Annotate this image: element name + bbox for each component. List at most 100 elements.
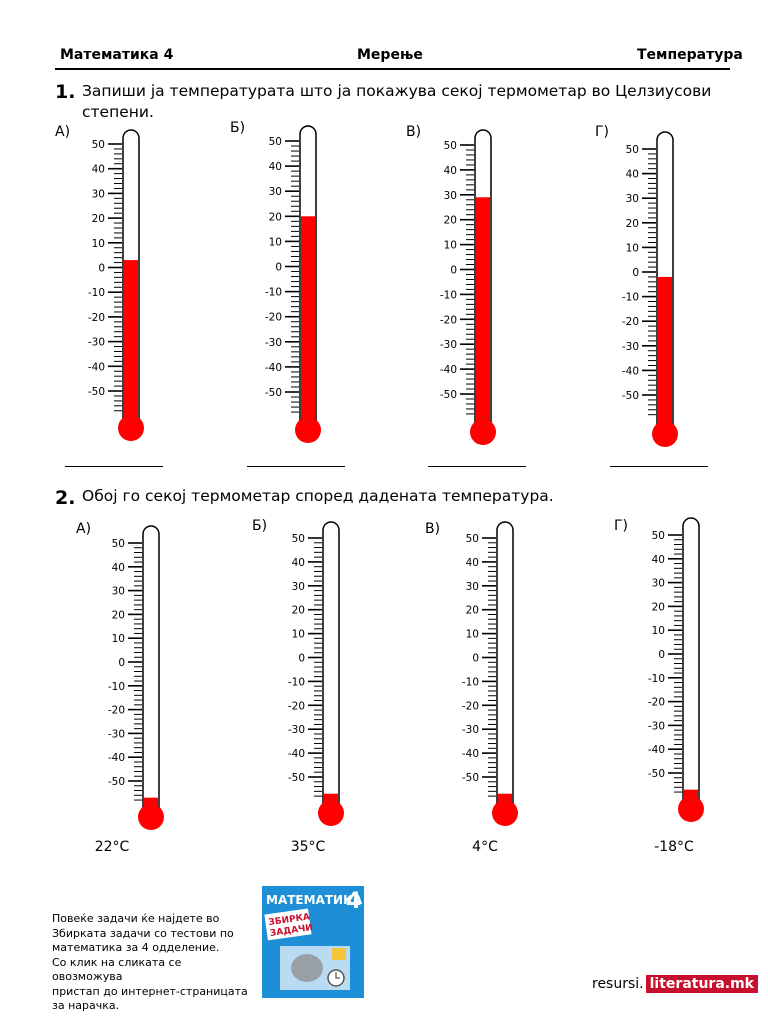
scale-label: -50 [288, 772, 305, 784]
scale-label: -20 [440, 314, 457, 326]
header-topic: Мерење [357, 47, 423, 63]
target-temp-g: -18°C [654, 839, 694, 855]
scale-label: -20 [108, 705, 125, 717]
answer-line-b[interactable] [247, 466, 345, 467]
brand-logo[interactable]: resursi. literatura.mk [592, 975, 758, 993]
scale-label: 20 [444, 215, 457, 227]
footer-line: Повеќе задачи ќе најдете во [52, 912, 220, 925]
thermometer-bulb [652, 421, 678, 447]
scale-label: 30 [444, 190, 457, 202]
task1-label-a: А) [55, 124, 71, 140]
mercury-column [124, 260, 138, 428]
scale-label: 0 [275, 262, 282, 274]
scale-label: -30 [440, 339, 457, 351]
scale-label: 30 [269, 186, 282, 198]
task1-text-line2: степени. [82, 103, 154, 121]
scale-label: -30 [648, 720, 665, 732]
thermometer-2d[interactable]: 50 40 30 20 10 0 -10 -20 -30 -40 -50 [638, 516, 728, 826]
thermometer-bulb [118, 415, 144, 441]
scale-label: 20 [626, 218, 639, 230]
scale-label: 0 [98, 263, 105, 275]
footer-promo-text: Повеќе задачи ќе најдете во Збирката зад… [52, 912, 252, 1014]
scale-label: 0 [472, 653, 479, 665]
book-cover-link[interactable]: МАТЕМАТИКА 4 ЗБИРКА ЗАДАЧИ [262, 880, 364, 998]
task1-number: 1. [55, 81, 76, 103]
scale-label: 10 [292, 629, 305, 641]
scale-label: 20 [92, 213, 105, 225]
scale-label: 30 [112, 586, 125, 598]
thermometer-1b: 50 40 30 20 10 0 -10 -20 -30 -40 -50 [265, 125, 321, 443]
scale-label: -50 [108, 776, 125, 788]
scale-label: 10 [92, 238, 105, 250]
task2-label-g: Г) [614, 518, 628, 534]
target-temp-v: 4°C [472, 839, 498, 855]
task2-label-b: Б) [252, 518, 268, 534]
answer-line-g[interactable] [610, 466, 708, 467]
thermometer-1d: 50 40 30 20 10 0 -10 -20 -30 -40 -50 [622, 131, 678, 447]
scale-label: -10 [622, 292, 639, 304]
scale-label: -20 [622, 316, 639, 328]
scale-label: 50 [444, 140, 457, 152]
scale-label: 10 [626, 242, 639, 254]
scale-label: 40 [466, 557, 479, 569]
scale-label: -30 [88, 337, 105, 349]
thermometer-bulb [138, 804, 164, 830]
mercury-column [301, 216, 315, 430]
scale-label: -50 [88, 386, 105, 398]
thermometer-1c: 50 40 30 20 10 0 -10 -20 -30 -40 -50 [440, 129, 496, 445]
scale-label: -20 [648, 697, 665, 709]
task2-number: 2. [55, 487, 76, 509]
scale-label: 20 [292, 605, 305, 617]
task2-label-a: А) [76, 521, 92, 537]
scale-label: -40 [108, 752, 125, 764]
scale-label: -10 [648, 673, 665, 685]
thermometer-2b[interactable]: 50 40 30 20 10 0 -10 -20 -30 -40 -50 [278, 520, 368, 830]
footer-line: за нарачка. [52, 999, 120, 1012]
scale-label: 40 [292, 557, 305, 569]
scale-label: 40 [444, 165, 457, 177]
scale-label: 50 [92, 139, 105, 151]
scale-label: -30 [108, 728, 125, 740]
scale-label: 10 [112, 633, 125, 645]
scale-label: 10 [444, 240, 457, 252]
thermometer-1a: 50 40 30 20 10 0 -10 -20 -30 -40 -50 [88, 129, 144, 441]
scale-label: -30 [265, 337, 282, 349]
scale-label: 0 [118, 657, 125, 669]
thermometer-2a[interactable]: 50 40 30 20 10 0 -10 -20 -30 -40 -50 [98, 524, 188, 834]
scale-label: 50 [466, 533, 479, 545]
task1-label-v: В) [406, 124, 422, 140]
task1-label-b: Б) [230, 120, 246, 136]
book-grade: 4 [346, 889, 361, 914]
mercury-column [476, 197, 490, 432]
scale-label: -10 [88, 287, 105, 299]
scale-label: -10 [462, 676, 479, 688]
thermometer-2c[interactable]: 50 40 30 20 10 0 -10 -20 -30 -40 -50 [452, 520, 542, 830]
book-title: МАТЕМАТИКА [266, 893, 363, 907]
scale-label: 10 [269, 236, 282, 248]
scale-label: -20 [88, 312, 105, 324]
scale-label: -20 [288, 700, 305, 712]
scale-label: -40 [462, 748, 479, 760]
scale-label: 50 [292, 533, 305, 545]
scale-label: 20 [652, 601, 665, 613]
scale-label: 30 [652, 578, 665, 590]
task1-text-line1: Запиши ја температурата што ја покажува … [82, 82, 712, 100]
scale-label: -50 [265, 387, 282, 399]
scale-label: 40 [112, 562, 125, 574]
scale-label: 50 [652, 530, 665, 542]
scale-label: -40 [88, 361, 105, 373]
scale-label: 0 [450, 265, 457, 277]
scale-label: -10 [288, 676, 305, 688]
scale-label: 30 [92, 188, 105, 200]
scale-label: -10 [440, 289, 457, 301]
scale-label: -10 [108, 681, 125, 693]
thermometer-bulb [295, 417, 321, 443]
answer-line-a[interactable] [65, 466, 163, 467]
thermometer-bulb [318, 800, 344, 826]
scale-label: 40 [626, 169, 639, 181]
brand-main: literatura.mk [645, 975, 758, 993]
scale-label: 40 [92, 164, 105, 176]
answer-line-v[interactable] [428, 466, 526, 467]
scale-label: -40 [622, 365, 639, 377]
scale-label: 10 [466, 629, 479, 641]
